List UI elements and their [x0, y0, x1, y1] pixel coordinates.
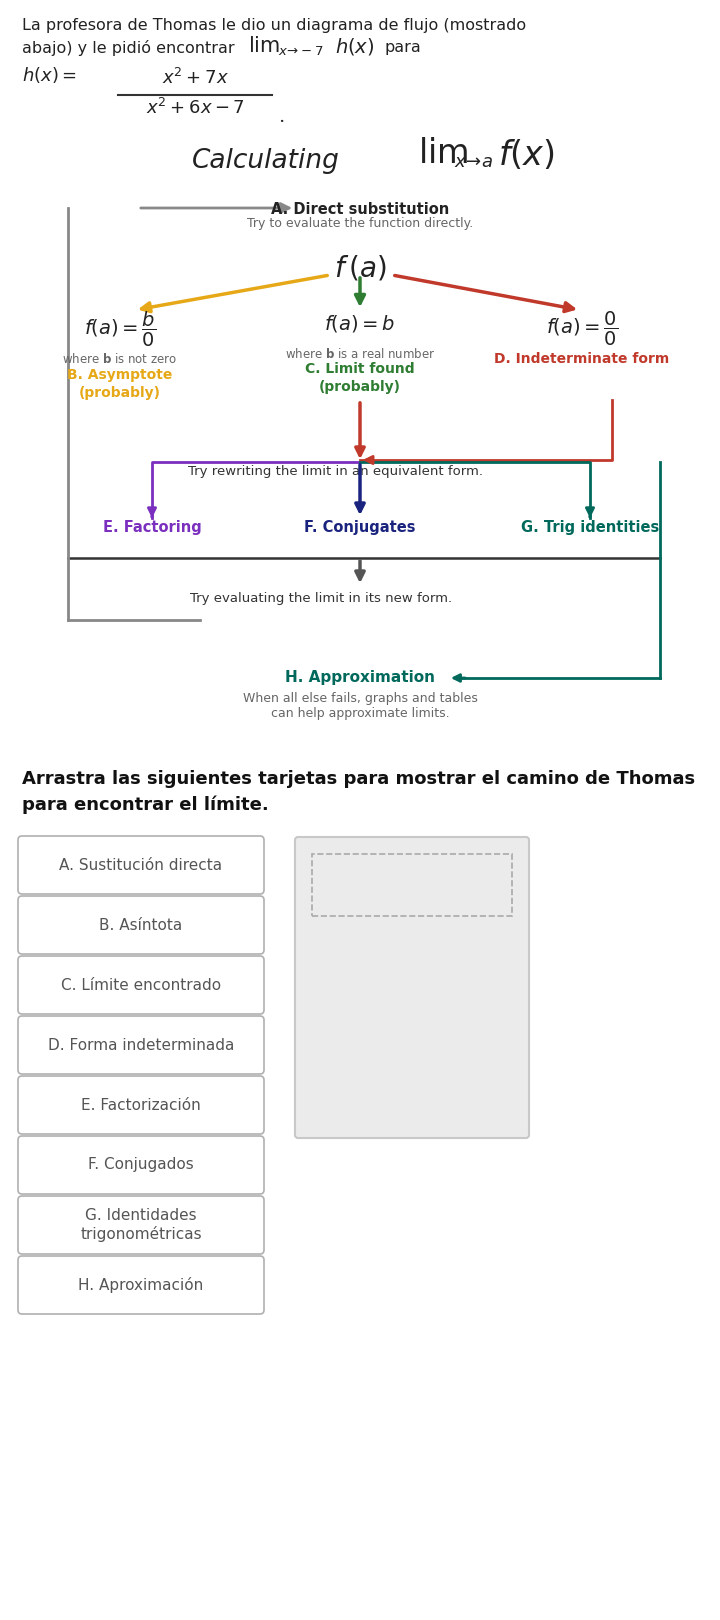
Text: where $\mathbf{b}$ is a real number: where $\mathbf{b}$ is a real number — [284, 347, 436, 361]
Text: .: . — [278, 109, 284, 126]
FancyBboxPatch shape — [18, 836, 264, 894]
Text: B. Asymptote
(probably): B. Asymptote (probably) — [67, 368, 173, 400]
Text: $f(a)=b$: $f(a)=b$ — [324, 313, 396, 334]
Text: La profesora de Thomas le dio un diagrama de flujo (mostrado: La profesora de Thomas le dio un diagram… — [22, 18, 526, 32]
Text: $h(x)$: $h(x)$ — [335, 36, 374, 57]
Text: A. Direct substitution: A. Direct substitution — [271, 202, 449, 217]
Text: Try to evaluate the function directly.: Try to evaluate the function directly. — [247, 217, 473, 230]
Text: Try rewriting the limit in an equivalent form.: Try rewriting the limit in an equivalent… — [187, 465, 482, 478]
FancyBboxPatch shape — [18, 896, 264, 954]
Text: $\lim$: $\lim$ — [248, 36, 280, 57]
FancyBboxPatch shape — [295, 838, 529, 1137]
Text: B. Asíntota: B. Asíntota — [99, 917, 183, 933]
Text: $x^2+6x-7$: $x^2+6x-7$ — [145, 97, 244, 118]
Text: A. Sustitución directa: A. Sustitución directa — [60, 857, 222, 873]
FancyBboxPatch shape — [18, 1136, 264, 1194]
Text: D. Forma indeterminada: D. Forma indeterminada — [48, 1037, 234, 1053]
FancyBboxPatch shape — [18, 956, 264, 1014]
Text: F. Conjugados: F. Conjugados — [88, 1158, 194, 1173]
Text: When all else fails, graphs and tables: When all else fails, graphs and tables — [243, 692, 477, 705]
Text: D. Indeterminate form: D. Indeterminate form — [495, 352, 670, 366]
Text: E. Factoring: E. Factoring — [103, 520, 202, 535]
FancyBboxPatch shape — [18, 1196, 264, 1254]
Text: para: para — [385, 40, 422, 55]
Text: $x\!\to\!-7$: $x\!\to\!-7$ — [278, 45, 324, 58]
Text: $\lim$: $\lim$ — [418, 138, 468, 170]
Text: $f\,(a)$: $f\,(a)$ — [334, 253, 386, 282]
Text: $f(x)$: $f(x)$ — [498, 138, 554, 172]
Text: $f(a)=\dfrac{b}{0}$: $f(a)=\dfrac{b}{0}$ — [84, 309, 156, 348]
Text: $x^2+7x$: $x^2+7x$ — [161, 68, 228, 87]
Text: can help approximate limits.: can help approximate limits. — [271, 706, 449, 719]
Text: Try evaluating the limit in its new form.: Try evaluating the limit in its new form… — [190, 591, 452, 604]
Text: where $\mathbf{b}$ is not zero: where $\mathbf{b}$ is not zero — [63, 352, 178, 366]
Text: C. Límite encontrado: C. Límite encontrado — [61, 977, 221, 993]
Text: para encontrar el límite.: para encontrar el límite. — [22, 795, 269, 815]
Text: H. Aproximación: H. Aproximación — [78, 1277, 204, 1293]
Bar — [312, 854, 512, 915]
FancyBboxPatch shape — [18, 1016, 264, 1074]
Text: abajo) y le pidió encontrar: abajo) y le pidió encontrar — [22, 40, 235, 57]
Text: C. Limit found
(probably): C. Limit found (probably) — [305, 361, 415, 394]
Text: Arrastra las siguientes tarjetas para mostrar el camino de Thomas: Arrastra las siguientes tarjetas para mo… — [22, 770, 695, 787]
Text: G. Trig identities: G. Trig identities — [521, 520, 659, 535]
Text: $x\!\to\!a$: $x\!\to\!a$ — [454, 152, 493, 172]
FancyBboxPatch shape — [18, 1256, 264, 1314]
Text: Calculating: Calculating — [192, 147, 340, 173]
Text: H. Approximation: H. Approximation — [285, 671, 435, 685]
Text: $f(a)=\dfrac{0}{0}$: $f(a)=\dfrac{0}{0}$ — [546, 309, 618, 348]
Text: G. Identidades: G. Identidades — [85, 1209, 197, 1223]
FancyBboxPatch shape — [18, 1076, 264, 1134]
Text: F. Conjugates: F. Conjugates — [305, 520, 415, 535]
Text: trigonométricas: trigonométricas — [80, 1226, 202, 1243]
Text: E. Factorización: E. Factorización — [81, 1097, 201, 1113]
Text: $h(x)=$: $h(x)=$ — [22, 65, 77, 84]
